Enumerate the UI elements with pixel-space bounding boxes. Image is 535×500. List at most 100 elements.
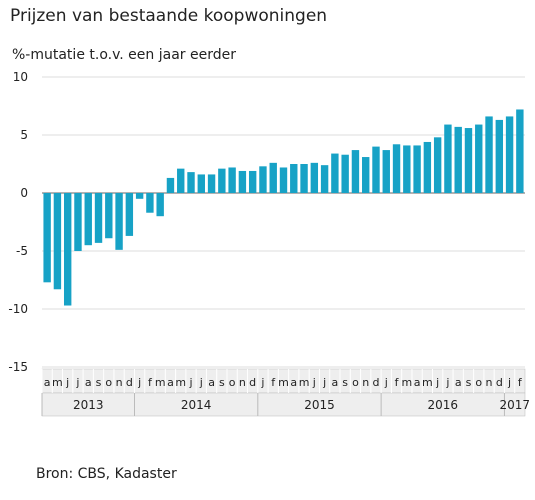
y-axis-label: %-mutatie t.o.v. een jaar eerder — [12, 47, 236, 63]
x-tick-label-2013-11: n — [116, 376, 123, 389]
bar-2014-12 — [248, 170, 257, 193]
bar-2016-07 — [444, 124, 452, 193]
bar-2016-05 — [423, 141, 432, 193]
x-tick-label-2016-07: j — [445, 376, 449, 389]
bar-2016-03 — [403, 145, 411, 193]
bar-2013-09 — [94, 193, 103, 243]
x-tick-label-2016-01: j — [384, 376, 388, 389]
x-tick-label-2015-02: f — [271, 376, 276, 389]
x-tick-label-2013-10: o — [105, 376, 112, 389]
bar-2015-01 — [259, 166, 267, 193]
bar-2013-05 — [53, 193, 62, 290]
chart-title: Prijzen van bestaande koopwoningen — [10, 6, 328, 26]
x-tick-label-2013-12: d — [126, 376, 133, 389]
x-tick-label-2013-06: j — [65, 376, 69, 389]
bar-2013-06 — [63, 193, 72, 306]
bar-2014-04 — [166, 177, 175, 193]
x-tick-label-2014-05: m — [175, 376, 186, 389]
y-tick-label: 0 — [20, 186, 28, 200]
x-tick-label-2017-02: f — [518, 376, 523, 389]
bar-2016-10 — [475, 124, 483, 193]
bar-2014-05 — [177, 168, 185, 193]
gridlines — [42, 76, 525, 368]
x-tick-label-2016-06: j — [435, 376, 439, 389]
x-tick-label-2016-08: a — [455, 376, 462, 389]
bar-2015-11 — [362, 157, 370, 193]
x-tick-label-2016-09: s — [466, 376, 472, 389]
year-label-2016: 2016 — [428, 398, 459, 412]
x-tick-label-2016-11: n — [486, 376, 493, 389]
bar-2014-02 — [146, 193, 154, 213]
bar-2017-02 — [516, 109, 524, 193]
bar-2013-07 — [74, 193, 82, 251]
x-tick-label-2014-07: j — [199, 376, 203, 389]
bar-2013-04 — [43, 193, 51, 283]
y-tick-label: -15 — [8, 360, 28, 374]
bar-2017-01 — [505, 116, 514, 193]
bar-2015-03 — [279, 167, 288, 193]
bar-2015-02 — [269, 162, 277, 193]
x-tick-label-2014-10: o — [229, 376, 236, 389]
x-tick-label-2016-02: f — [395, 376, 400, 389]
x-tick-label-2014-02: f — [148, 376, 153, 389]
bar-2016-04 — [413, 145, 421, 193]
x-tick-label-2016-03: m — [401, 376, 412, 389]
x-tick-label-2015-05: m — [299, 376, 310, 389]
bar-2016-11 — [485, 116, 493, 193]
bar-2015-05 — [300, 164, 308, 193]
bar-2015-10 — [351, 150, 360, 193]
bar-2016-02 — [392, 144, 401, 193]
x-tick-label-2013-05: m — [52, 376, 63, 389]
x-tick-label-2014-06: j — [188, 376, 192, 389]
x-tick-label-2014-01: j — [137, 376, 141, 389]
bar-2014-01 — [135, 193, 144, 199]
x-tick-label-2016-10: o — [475, 376, 482, 389]
x-tick-label-2015-04: a — [290, 376, 297, 389]
year-label-2015: 2015 — [304, 398, 335, 412]
y-tick-label: -5 — [16, 244, 28, 258]
bar-2014-03 — [156, 193, 164, 217]
x-tick-label-2015-12: d — [372, 376, 379, 389]
x-tick-label-2015-09: s — [342, 376, 348, 389]
bar-2014-07 — [197, 174, 205, 193]
x-tick-label-2013-09: s — [96, 376, 102, 389]
bar-2016-09 — [464, 128, 473, 193]
bar-2014-06 — [187, 172, 195, 193]
x-tick-label-2013-07: j — [75, 376, 79, 389]
y-tick-label: 10 — [13, 70, 28, 84]
bar-2014-09 — [218, 168, 226, 193]
bar-2015-06 — [310, 162, 319, 193]
x-tick-label-2015-08: a — [332, 376, 339, 389]
bar-2013-11 — [115, 193, 123, 250]
x-tick-label-2014-04: a — [167, 376, 174, 389]
x-tick-label-2015-03: m — [278, 376, 289, 389]
bar-2015-12 — [372, 146, 380, 193]
x-tick-label-2016-05: m — [422, 376, 433, 389]
source-note: Bron: CBS, Kadaster — [36, 466, 177, 482]
bar-2014-11 — [238, 170, 247, 193]
y-axis-ticks: 10 5 0 -5 -10 -15 — [8, 70, 28, 374]
y-tick-label: -10 — [8, 302, 28, 316]
bar-2014-08 — [207, 174, 216, 193]
x-tick-label-2016-12: d — [496, 376, 503, 389]
x-tick-label-2015-01: j — [260, 376, 264, 389]
x-tick-label-2015-06: j — [312, 376, 316, 389]
y-tick-label: 5 — [20, 128, 28, 142]
x-tick-label-2017-01: j — [507, 376, 511, 389]
bar-2016-01 — [382, 150, 390, 193]
x-tick-label-2014-08: a — [208, 376, 215, 389]
year-label-2017: 2017 — [499, 398, 530, 412]
year-label-2013: 2013 — [73, 398, 104, 412]
bar-2013-12 — [125, 193, 134, 236]
bar-2015-07 — [320, 165, 329, 193]
bar-2014-10 — [228, 167, 236, 193]
x-tick-label-2015-10: o — [352, 376, 359, 389]
bar-2016-06 — [433, 137, 442, 193]
bar-2015-04 — [290, 164, 298, 193]
bar-2015-09 — [341, 154, 349, 193]
bar-2013-10 — [105, 193, 113, 239]
year-label-2014: 2014 — [181, 398, 212, 412]
x-tick-label-2015-07: j — [322, 376, 326, 389]
